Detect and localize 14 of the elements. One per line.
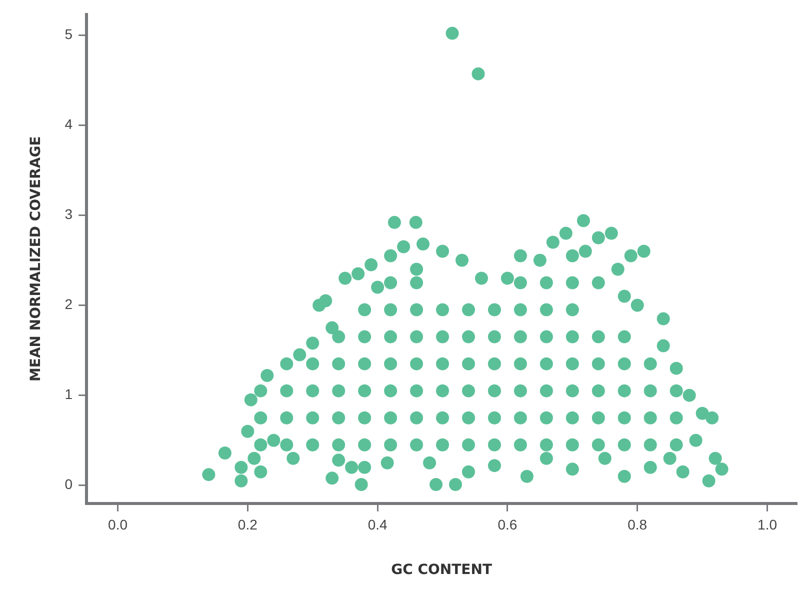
- x-tick-label: 0.4: [368, 516, 388, 533]
- x-tick-label: 0.8: [628, 516, 648, 533]
- x-tick-label: 0.2: [238, 516, 258, 533]
- y-tick-label: 2: [64, 296, 73, 312]
- x-tick-label: 0.6: [498, 516, 518, 533]
- y-tick-label: 0: [64, 476, 73, 492]
- x-axis-title: GC CONTENT: [391, 562, 492, 578]
- y-tick-label: 4: [64, 116, 73, 132]
- x-tick-label: 0.0: [108, 516, 128, 533]
- y-tick-label: 3: [64, 206, 73, 222]
- y-tick-label: 5: [64, 26, 73, 42]
- y-axis-title: MEAN NORMALIZED COVERAGE: [28, 136, 44, 382]
- y-tick-label: 1: [64, 386, 73, 402]
- x-tick-label: 1.0: [758, 516, 778, 533]
